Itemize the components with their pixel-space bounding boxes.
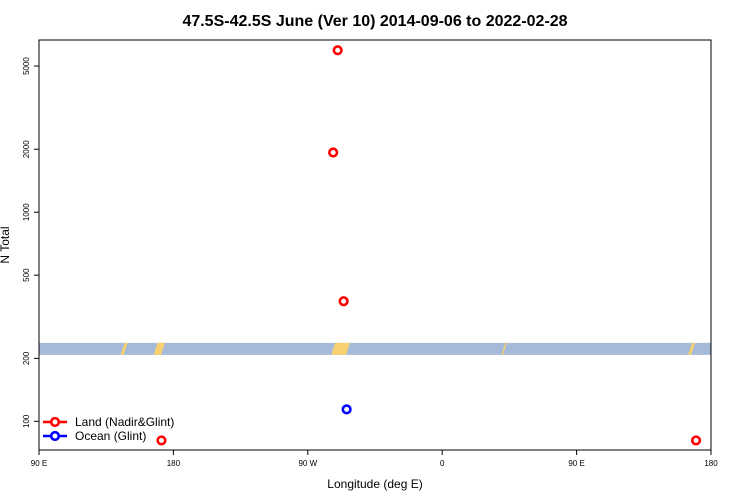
legend-marker [49,416,61,428]
x-tick-label: 180 [704,459,718,468]
land-point [338,296,349,307]
x-axis: 90 E 180 90 W 0 90 E 180 [31,450,718,468]
legend: Land (Nadir&Glint)Ocean (Glint) [43,415,174,443]
y-tick-label: 500 [22,268,31,282]
x-tick-label: 90 E [568,459,584,468]
y-axis: 100 200 500 1000 2000 5000 [22,57,39,428]
land-point [690,435,702,446]
ocean-point [341,404,352,415]
y-axis-label: N Total [0,226,12,263]
chart-title: 47.5S-42.5S June (Ver 10) 2014-09-06 to … [182,13,567,30]
ocean-band [39,342,711,355]
land-segment [153,342,165,355]
land-point [156,435,167,446]
land-point [328,147,339,158]
y-tick-label: 2000 [22,140,31,158]
legend-marker [49,430,61,442]
land-segment [688,342,696,355]
land-ocean-band [39,342,713,355]
land-point [332,45,343,56]
x-tick-label: 90 W [298,459,317,468]
y-tick-label: 5000 [22,57,31,75]
x-tick-label: 0 [440,459,445,468]
land-segment [331,342,351,355]
y-tick-label: 1000 [22,203,31,221]
legend-label: Land (Nadir&Glint) [75,415,174,429]
x-tick-label: 180 [167,459,181,468]
x-tick-label: 90 E [31,459,47,468]
land-segment [501,342,507,355]
data-points [156,45,702,446]
x-axis-label: Longitude (deg E) [327,477,422,491]
y-tick-label: 200 [22,351,31,365]
plot-frame [38,39,712,451]
y-tick-label: 100 [22,414,31,428]
land-segment [120,342,128,355]
legend-label: Ocean (Glint) [75,429,146,443]
